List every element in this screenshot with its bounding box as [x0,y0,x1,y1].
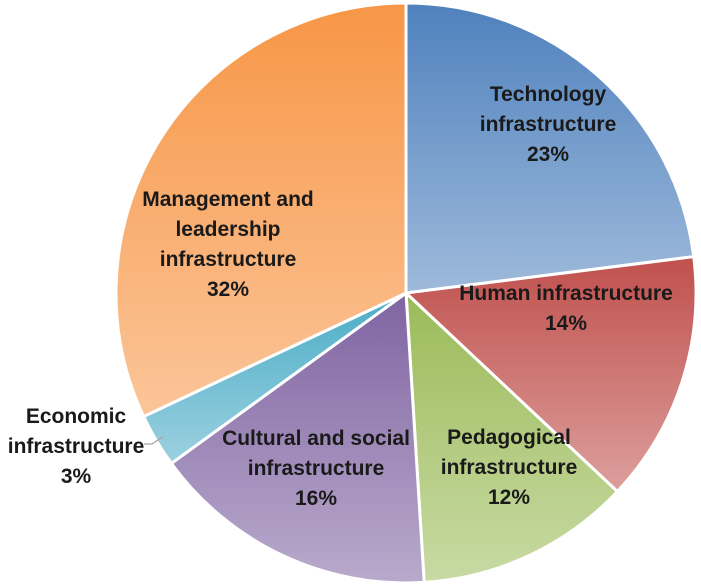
data-label-pedagogical-infrastructure: Pedagogical infrastructure 12% [441,426,578,509]
data-label-line: 12% [488,486,530,509]
data-label-line: infrastructure [160,248,297,271]
slice-cultural-and-social-infrastructure [169,290,426,585]
slice-human-infrastructure [402,254,698,494]
data-label-line: 32% [207,278,249,301]
data-label-line: Economic [26,405,127,428]
leader-line-economic-infrastructure [144,435,164,445]
data-label-line: infrastructure [480,113,617,136]
pie-slices [114,1,698,585]
data-label-human-infrastructure: Human infrastructure 14% [459,282,673,335]
data-label-line: 14% [545,312,587,335]
data-label-line: Human infrastructure [459,282,673,305]
leader-lines [144,435,164,445]
data-label-line: 16% [295,487,337,510]
data-label-technology-infrastructure: Technology infrastructure 23% [480,83,617,166]
data-label-economic-infrastructure: Economic infrastructure 3% [8,405,145,488]
data-label-line: Technology [490,83,607,106]
data-label-line: Pedagogical [447,426,571,449]
data-label-line: 23% [527,143,569,166]
data-label-line: Cultural and social [222,427,410,450]
data-label-management-and-leadership-infrastructure: Management and leadership infrastructure 32… [142,188,314,301]
data-label-line: Management and [142,188,314,211]
data-label-line: infrastructure [8,435,145,458]
data-label-cultural-and-social-infrastructure: Cultural and social infrastructure 16% [222,427,410,510]
slice-technology-infrastructure [404,1,696,295]
data-label-line: 3% [61,465,92,488]
slice-pedagogical-infrastructure [404,289,620,585]
data-labels: Technology infrastructure 23% Human infrast… [8,83,673,510]
data-label-line: leadership [175,218,280,241]
data-label-line: infrastructure [248,457,385,480]
data-label-line: infrastructure [441,456,578,479]
slice-management-and-leadership-infrastructure [114,1,408,419]
